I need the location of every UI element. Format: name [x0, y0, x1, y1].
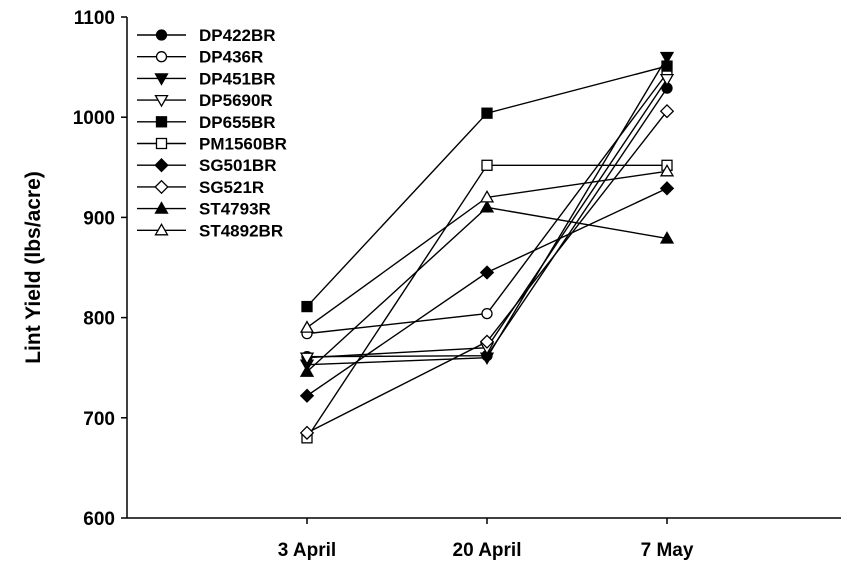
x-tick-label: 3 April [278, 540, 336, 561]
legend-label: ST4892BR [199, 221, 283, 240]
legend-label: PM1560BR [199, 135, 287, 154]
legend-item: PM1560BR [137, 135, 287, 154]
legend-marker [157, 30, 167, 40]
data-point-SG521R-2 [661, 105, 674, 118]
data-point-ST4793R-1 [481, 201, 493, 212]
legend-label: SG501BR [199, 156, 276, 175]
y-tick-label: 1000 [73, 108, 115, 129]
legend-item: ST4892BR [137, 221, 283, 240]
data-point-ST4892BR-0 [301, 322, 313, 333]
legend-item: DP436R [137, 48, 263, 67]
y-tick-label: 900 [83, 208, 115, 229]
y-tick-label: 600 [83, 509, 115, 530]
data-point-SG501BR-0 [301, 390, 314, 403]
y-axis-label: Lint Yield (lbs/acre) [22, 171, 45, 364]
legend-item: SG521R [137, 178, 264, 197]
y-tick-label: 1100 [74, 8, 115, 29]
legend-marker [155, 159, 168, 172]
legend-marker [157, 52, 167, 62]
axes: 600 700 800 900 1000 1100 3 April 20 April 7 May… [22, 8, 841, 561]
y-tick-label: 800 [83, 309, 115, 330]
legend-marker [157, 117, 167, 127]
legend-item: ST4793R [137, 200, 271, 219]
data-point-DP655BR-0 [302, 302, 312, 312]
series-markers [301, 53, 674, 443]
legend-item: DP451BR [137, 69, 276, 88]
legend-label: DP451BR [199, 69, 276, 88]
legend-item: SG501BR [137, 156, 276, 175]
data-point-DP655BR-1 [482, 108, 492, 118]
x-tick-label: 20 April [453, 540, 522, 561]
legend-item: DP655BR [137, 113, 276, 132]
legend-label: SG521R [199, 178, 264, 197]
legend: DP422BR DP436R DP451BR DP5690R DP655BR PM1560… [137, 26, 287, 240]
legend-marker [156, 74, 168, 85]
data-point-SG501BR-1 [481, 266, 494, 279]
legend-label: DP422BR [199, 26, 276, 45]
legend-label: DP655BR [199, 113, 276, 132]
legend-label: DP5690R [199, 91, 273, 110]
data-point-DP655BR-2 [662, 61, 672, 71]
legend-marker [155, 181, 168, 194]
legend-label: ST4793R [199, 200, 271, 219]
legend-item: DP5690R [137, 91, 273, 110]
x-tick-label: 7 May [641, 540, 694, 561]
legend-marker [156, 224, 168, 235]
data-point-SG501BR-2 [661, 182, 674, 195]
legend-item: DP422BR [137, 26, 276, 45]
legend-marker [157, 139, 167, 149]
data-point-DP436R-1 [482, 309, 492, 319]
data-point-PM1560BR-1 [482, 160, 492, 170]
legend-label: DP436R [199, 48, 263, 67]
legend-marker [156, 96, 168, 107]
y-tick-label: 700 [83, 409, 115, 430]
legend-marker [156, 203, 168, 214]
